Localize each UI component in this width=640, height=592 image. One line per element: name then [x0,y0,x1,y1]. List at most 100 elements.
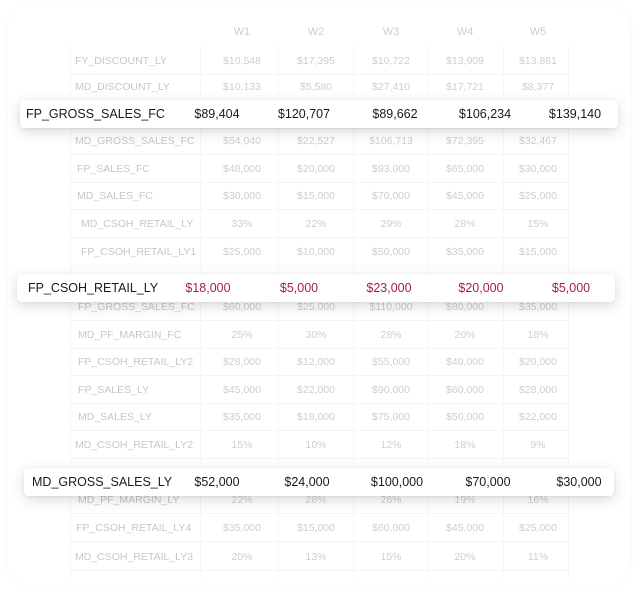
table-cell: $35,000 [446,246,484,258]
table-cell: 29% [380,218,402,230]
row-label: MD_PF_MARGIN_LY [78,494,180,506]
table-cell: 30% [305,329,327,341]
table-row: FP_SALES_LY $45,000 $22,000 $90,000 $60,000 $… [70,377,568,404]
highlighted-row[interactable]: FP_GROSS_SALES_FC $89,404 $120,707 $89,662 $… [20,100,618,128]
table-cell: $13,861 [519,55,557,67]
table-row: FP_CSOH_RETAIL_LY2 $28,000 $12,000 $55,000 $… [70,349,568,376]
table-cell: $70,000 [372,190,410,202]
table-cell: 18% [454,439,476,451]
table-cell: $17,721 [446,81,484,93]
table-cell: $25,000 [223,246,261,258]
table-cell: 15% [231,439,253,451]
grid-line [428,46,429,580]
table-cell: $35,000 [519,301,557,313]
highlighted-cell: $30,000 [556,475,602,489]
table-row: FP_CSOH_RETAIL_LY1 $25,000 $10,000 $50,000 $… [70,239,568,266]
highlighted-row-label: FP_CSOH_RETAIL_LY [28,281,159,295]
highlighted-row-label: FP_GROSS_SALES_FC [26,107,165,121]
grid-line [568,46,569,580]
row-label: MD_PF_MARGIN_FC [78,329,182,341]
highlighted-cell: $120,707 [277,107,331,121]
table-cell: 28% [454,218,476,230]
table-cell: $50,000 [446,411,484,423]
table-cell: $10,000 [297,246,335,258]
table-cell: 15% [527,218,549,230]
table-cell: $28,000 [223,356,261,368]
highlighted-cell: $5,000 [279,281,319,295]
table-cell: $22,000 [297,384,335,396]
grid-line [503,46,504,580]
table-row: MD_GROSS_SALES_FC $54,040 $22,527 $106,713 $… [70,128,568,155]
table-cell: $22,000 [519,411,557,423]
row-label: FY_DISCOUNT_LY [75,55,167,67]
grid-line [70,46,71,580]
highlighted-cell: $139,140 [548,107,602,121]
highlighted-cell: $20,000 [458,281,504,295]
table-cell: 13% [305,551,327,563]
table-cell: $30,000 [519,163,557,175]
table-cell: 10% [305,439,327,451]
table-row: MD_SALES_FC $30,000 $15,000 $70,000 $45,000 $… [70,183,568,210]
table-cell: 33% [231,218,253,230]
highlighted-cell: $18,000 [185,281,231,295]
table-row: MD_DISCOUNT_LY $10,133 $5,580 $27,410 $17,72… [70,74,568,101]
highlighted-cell: $100,000 [370,475,424,489]
table-row: FP_CSOH_RETAIL_LY4 $35,000 $15,000 $60,000 $… [70,515,568,542]
table-cell: $32,467 [519,135,557,147]
highlighted-cell: $5,000 [551,281,591,295]
table-cell: $25,000 [519,522,557,534]
table-cell: $30,000 [223,190,261,202]
table-cell: $17,395 [297,55,335,67]
table-row: MD_CSOH_RETAIL_LY3 20% 13% 15% 20% 11% [70,544,568,571]
table-cell: 25% [231,329,253,341]
grid-line [200,46,201,580]
table-cell: $35,000 [223,411,261,423]
table-cell: $80,000 [446,301,484,313]
table-cell: $54,040 [223,135,261,147]
table-cell: $15,000 [297,190,335,202]
table-cell: $60,000 [446,384,484,396]
highlighted-cell: $89,662 [372,107,418,121]
table-cell: $15,000 [519,246,557,258]
table-cell: 15% [380,551,402,563]
table-cell: $25,000 [519,190,557,202]
table-cell: $35,000 [223,522,261,534]
table-cell: $75,000 [372,411,410,423]
row-label: MD_SALES_LY [78,411,152,423]
row-label: MD_GROSS_SALES_FC [75,135,195,147]
row-label: MD_CSOH_RETAIL_LY3 [75,551,194,563]
table-cell: $65,000 [446,163,484,175]
column-header-w2: W2 [307,26,325,38]
table-cell: $55,000 [372,356,410,368]
table-row: MD_PF_MARGIN_LY 22% 28% 26% 19% 16% [70,487,568,514]
table-row: MD_SALES_LY $35,000 $18,000 $75,000 $50,000 $… [70,404,568,431]
table-cell: 19% [454,494,476,506]
table-cell: $15,000 [297,522,335,534]
table-cell: $72,395 [446,135,484,147]
table-cell: $22,527 [297,135,335,147]
table-cell: $20,000 [297,163,335,175]
table-cell: $45,000 [446,190,484,202]
row-label: FP_SALES_FC [77,163,150,175]
row-label: FP_SALES_LY [78,384,150,396]
table-row: MD_PF_MARGIN_FC 25% 30% 28% 20% 18% [70,322,568,349]
table-cell: $25,000 [297,301,335,313]
table-cell: $28,000 [519,384,557,396]
row-label: MD_CSOH_RETAIL_LY [81,218,194,230]
table-cell: $18,000 [297,411,335,423]
table-row: MD_CSOH_RETAIL_LY2 15% 10% 12% 18% 9% [70,432,568,459]
highlighted-row-label: MD_GROSS_SALES_LY [32,475,173,489]
table-row: FP_GROSS_SALES_FC $60,000 $25,000 $110,000 $… [70,294,568,321]
column-header-w4: W4 [456,26,474,38]
table-cell: 22% [231,494,253,506]
highlighted-cell: $70,000 [465,475,511,489]
highlighted-row[interactable]: FP_CSOH_RETAIL_LY $18,000 $5,000 $23,000 $20… [17,274,615,302]
highlighted-row[interactable]: MD_GROSS_SALES_LY $52,000 $24,000 $100,000 $… [24,468,614,496]
table-row: FP_SALES_FC $48,000 $20,000 $93,000 $65,000 $… [70,156,568,183]
highlighted-cell: $24,000 [284,475,330,489]
table-cell: 11% [527,551,549,563]
table-row: FY_DISCOUNT_LY $10,548 $17,395 $10,722 $13,9… [70,48,568,75]
table-cell: 12% [380,439,402,451]
table-cell: $12,000 [297,356,335,368]
table-cell: 20% [454,329,476,341]
